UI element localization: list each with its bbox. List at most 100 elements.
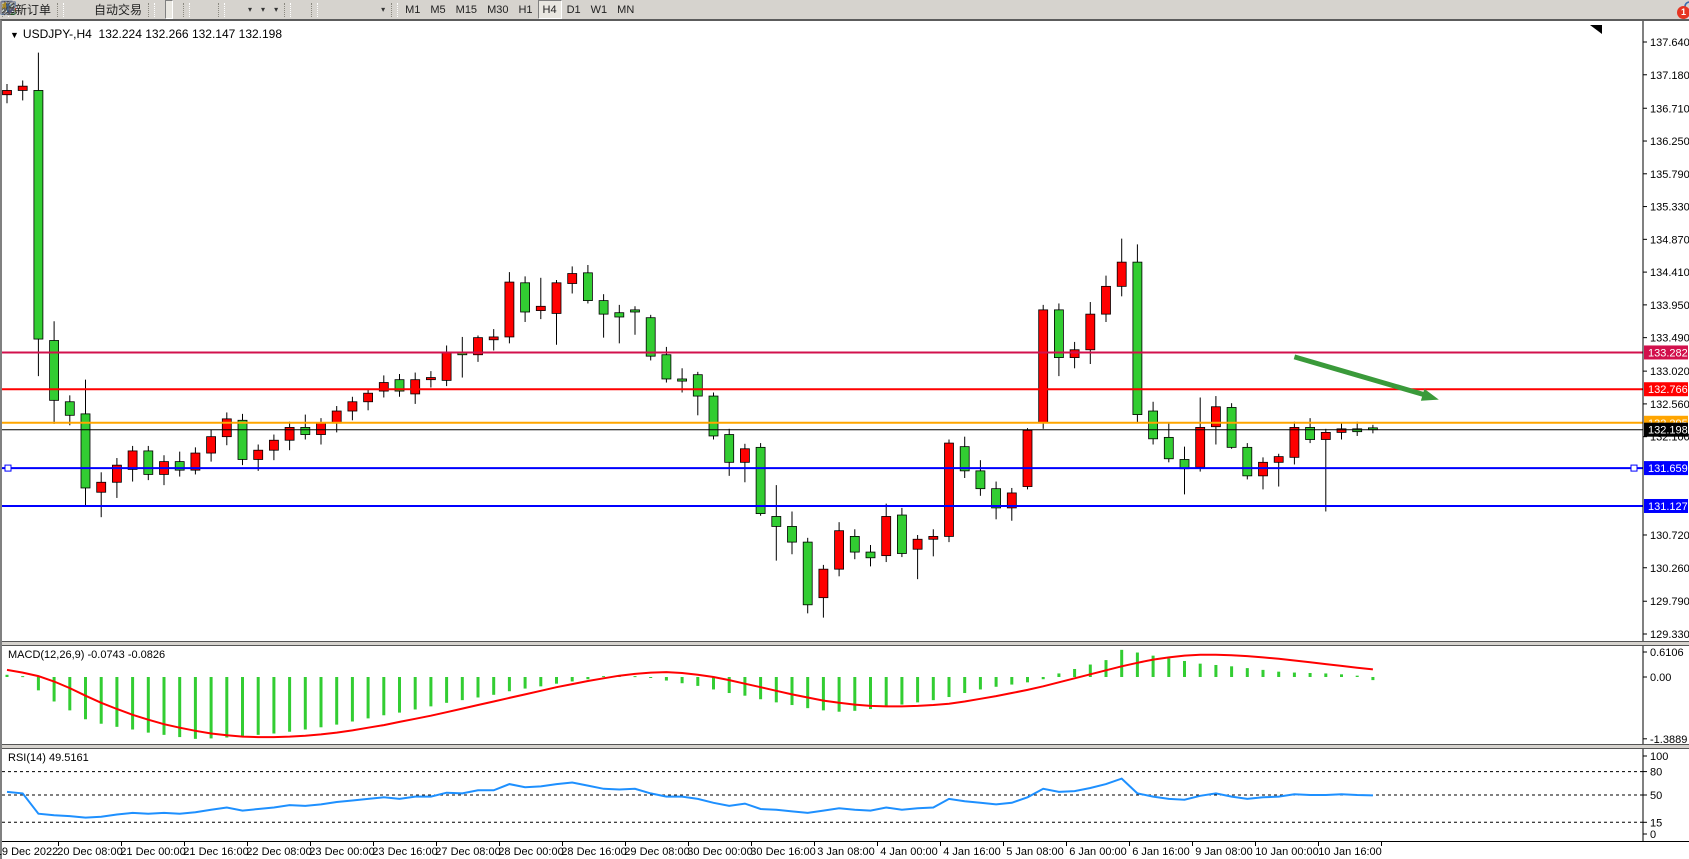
time-tick: [625, 842, 626, 846]
svg-text:129.790: 129.790: [1650, 596, 1689, 608]
rsi-line: [6, 777, 1373, 819]
timeframe-M30[interactable]: M30: [487, 3, 509, 16]
trend-arrow-head: [1420, 388, 1439, 401]
crosshair-button[interactable]: [2, 0, 309, 19]
time-tick: [1066, 842, 1067, 846]
cursor-button[interactable]: [4, 0, 301, 19]
collapse-triangle-icon[interactable]: ▼: [10, 30, 19, 40]
svg-text:-1.3889: -1.3889: [1650, 734, 1687, 744]
horizontal-line-button[interactable]: [1, 0, 336, 19]
svg-text:F: F: [10, 10, 14, 16]
fibonacci-button[interactable]: F: [1, 0, 360, 19]
svg-text:0.6106: 0.6106: [1650, 647, 1684, 659]
time-tick: [121, 842, 122, 846]
trend-arrow[interactable]: [1293, 354, 1432, 400]
periods-button[interactable]: ▾: [1, 0, 269, 19]
price-axis[interactable]: 137.640 137.180 136.710 136.250 135.790 135.3…: [1643, 37, 1689, 641]
svg-text:132.560: 132.560: [1650, 399, 1689, 411]
arrows-button[interactable]: ▾: [1, 0, 389, 19]
toolbar-grip[interactable]: [311, 2, 319, 17]
timeframe-D1[interactable]: D1: [566, 3, 581, 16]
toolbar-grip[interactable]: [57, 2, 65, 17]
channel-button[interactable]: E: [0, 0, 352, 19]
rsi-pane[interactable]: RSI(14) 49.5161 100 80 50 15 0: [2, 749, 1689, 841]
macd-pane[interactable]: MACD(12,26,9) -0.0743 -0.0826 0.6106 0.00…: [2, 646, 1689, 744]
time-tick: [1381, 842, 1382, 846]
line-handle[interactable]: [4, 464, 12, 472]
time-axis[interactable]: 19 Dec 2022 20 Dec 08:00 21 Dec 00:00 21 De…: [0, 841, 1689, 859]
rsi-chart-canvas[interactable]: 100 80 50 150: [2, 749, 1689, 841]
zoom-out-button[interactable]: [1, 0, 208, 19]
svg-text:135.330: 135.330: [1650, 202, 1689, 214]
toolbar-grip[interactable]: [218, 2, 226, 17]
svg-text:129.330: 129.330: [1650, 629, 1689, 641]
time-tick: [1003, 842, 1004, 846]
timeframe-W1[interactable]: W1: [590, 3, 608, 16]
price-chart-canvas[interactable]: 137.640 137.180 136.710 136.250 135.790 135.3…: [2, 21, 1689, 641]
price-badge-133.282: 133.282: [1644, 345, 1688, 360]
profiles-button[interactable]: [0, 0, 82, 19]
bar-chart-button[interactable]: [1, 0, 165, 19]
timeframe-M1[interactable]: M1: [405, 3, 421, 16]
chart-title: ▼ USDJPY-,H4 132.224 132.266 132.147 132.…: [10, 27, 282, 41]
svg-text:132.198: 132.198: [1648, 425, 1688, 437]
vertical-line-button[interactable]: [7, 0, 328, 19]
line-handle[interactable]: [1630, 464, 1638, 472]
price-pane[interactable]: ▼ USDJPY-,H4 132.224 132.266 132.147 132.…: [2, 21, 1689, 641]
macd-chart-canvas[interactable]: 0.6106 0.00 -1.3889: [2, 646, 1689, 744]
text-button[interactable]: A: [3, 0, 368, 19]
timeframe-MN[interactable]: MN: [617, 3, 635, 16]
svg-text:15: 15: [1650, 817, 1662, 829]
toolbar-grip[interactable]: [183, 2, 191, 17]
trendline-button[interactable]: [1, 0, 344, 19]
time-label: 28 Dec 16:00: [561, 846, 627, 858]
arrows-icon: [1, 1, 14, 14]
svg-text:134.870: 134.870: [1650, 234, 1689, 246]
svg-text:133.282: 133.282: [1648, 347, 1688, 359]
macd-signal-line: [6, 653, 1374, 739]
macd-values: -0.0743 -0.0826: [87, 649, 166, 661]
indicator-window-add-button[interactable]: [0, 0, 243, 19]
time-label: 30 Dec 16:00: [750, 846, 816, 858]
toolbar-grip[interactable]: [148, 2, 156, 17]
chart-shift-marker[interactable]: [1590, 25, 1602, 34]
timeframe-H4[interactable]: H4: [537, 0, 562, 19]
trendline-icon: [1, 2, 15, 14]
time-tick: [436, 842, 437, 846]
timeframe-M15[interactable]: M15: [455, 3, 478, 16]
time-tick: [373, 842, 374, 846]
time-label: 21 Dec 00:00: [120, 846, 186, 858]
text-label-button[interactable]: T: [1, 0, 376, 19]
main-toolbar: 新订单 自动交易: [0, 0, 1689, 26]
toolbar-grip[interactable]: [284, 2, 292, 17]
svg-text:134.410: 134.410: [1650, 267, 1689, 279]
candlestick-chart-button[interactable]: [1, 0, 174, 19]
time-tick: [751, 842, 752, 846]
pane-separator[interactable]: [2, 744, 1689, 749]
time-label: 10 Jan 16:00: [1318, 846, 1382, 858]
line-chart-button[interactable]: [0, 0, 181, 19]
indicator-window-button[interactable]: [0, 0, 235, 19]
timeframe-H1[interactable]: H1: [518, 3, 533, 16]
tile-windows-button[interactable]: [0, 0, 216, 19]
pane-separator[interactable]: [2, 641, 1689, 646]
toolbar-grip[interactable]: [391, 2, 399, 17]
add-indicator-button[interactable]: ▾: [1, 0, 256, 19]
new-order-button[interactable]: 新订单: [1, 0, 55, 19]
svg-text:136.710: 136.710: [1650, 103, 1689, 115]
new-order-label: 新订单: [15, 3, 52, 17]
zoom-in-button[interactable]: [1, 0, 200, 19]
autotrading-button[interactable]: 自动交易: [0, 0, 146, 19]
template-button[interactable]: ▾: [0, 0, 282, 19]
svg-text:0.00: 0.00: [1650, 672, 1671, 684]
market-watch-button[interactable]: [1, 0, 90, 19]
time-tick: [1129, 842, 1130, 846]
new-chart-button[interactable]: [1, 0, 74, 19]
time-label: 20 Dec 08:00: [57, 846, 123, 858]
rsi-label: RSI(14) 49.5161: [8, 752, 89, 764]
timeframe-M5[interactable]: M5: [430, 3, 446, 16]
time-label: 28 Dec 00:00: [498, 846, 564, 858]
svg-text:131.659: 131.659: [1648, 463, 1688, 475]
time-tick: [499, 842, 500, 846]
